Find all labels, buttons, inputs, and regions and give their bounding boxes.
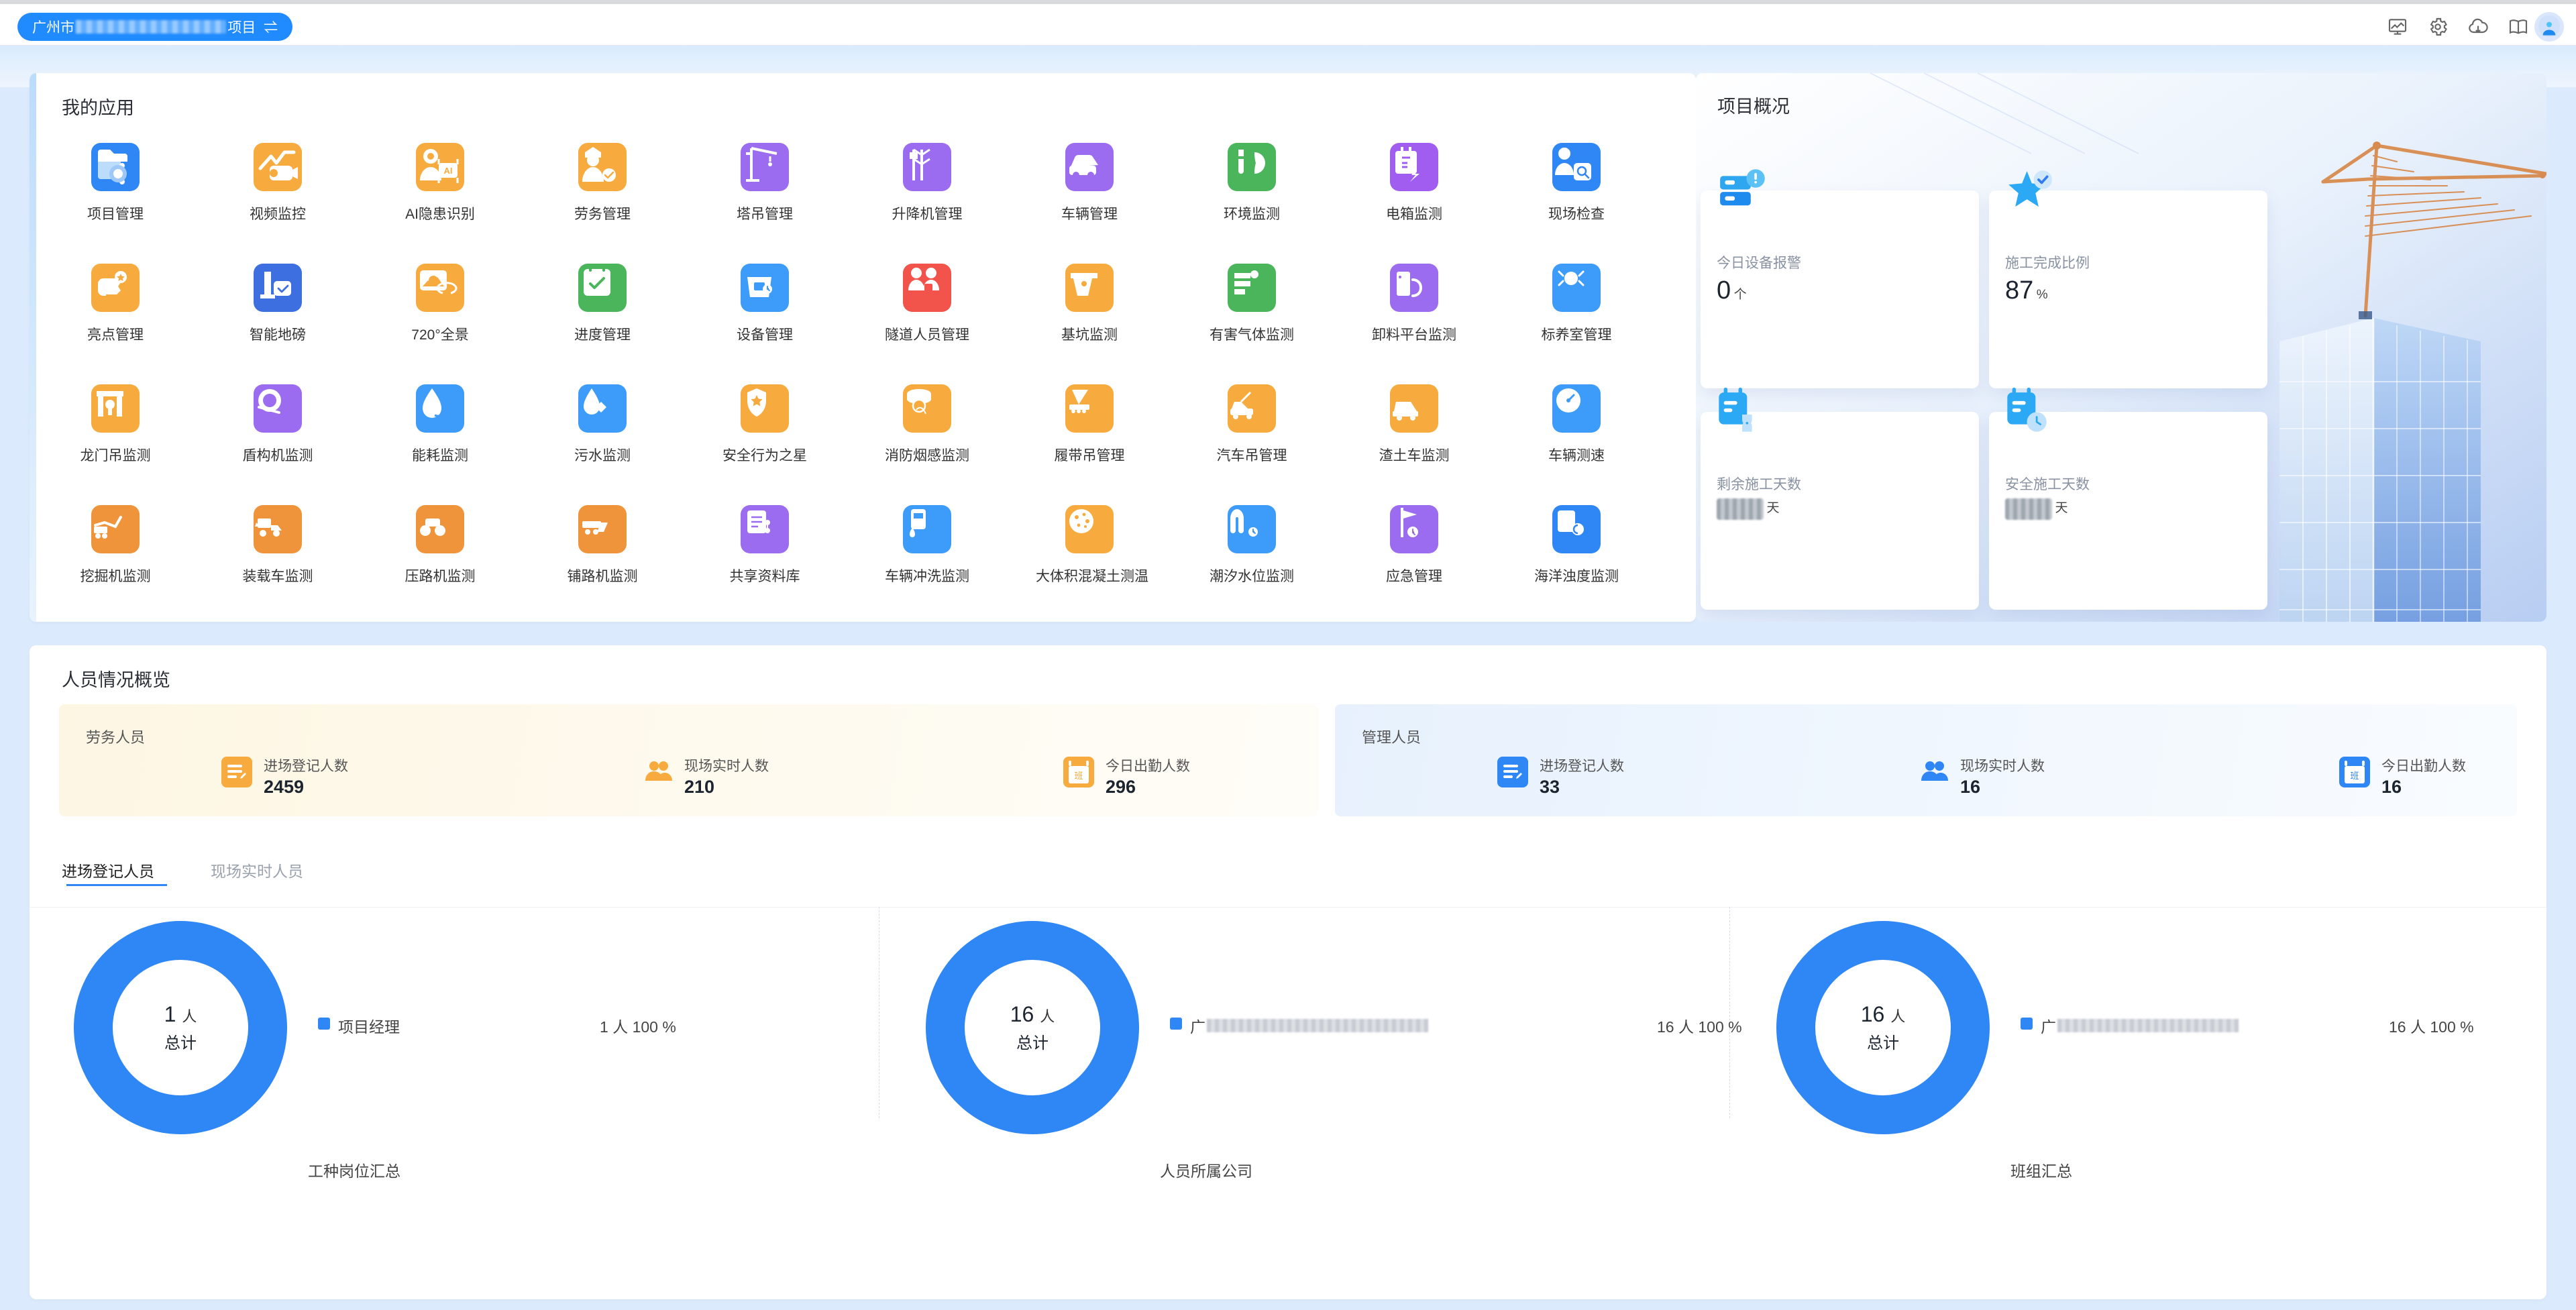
svg-text:班: 班 [1074, 771, 1083, 781]
svg-text:AI: AI [444, 166, 453, 176]
svg-text:班: 班 [2350, 771, 2359, 781]
